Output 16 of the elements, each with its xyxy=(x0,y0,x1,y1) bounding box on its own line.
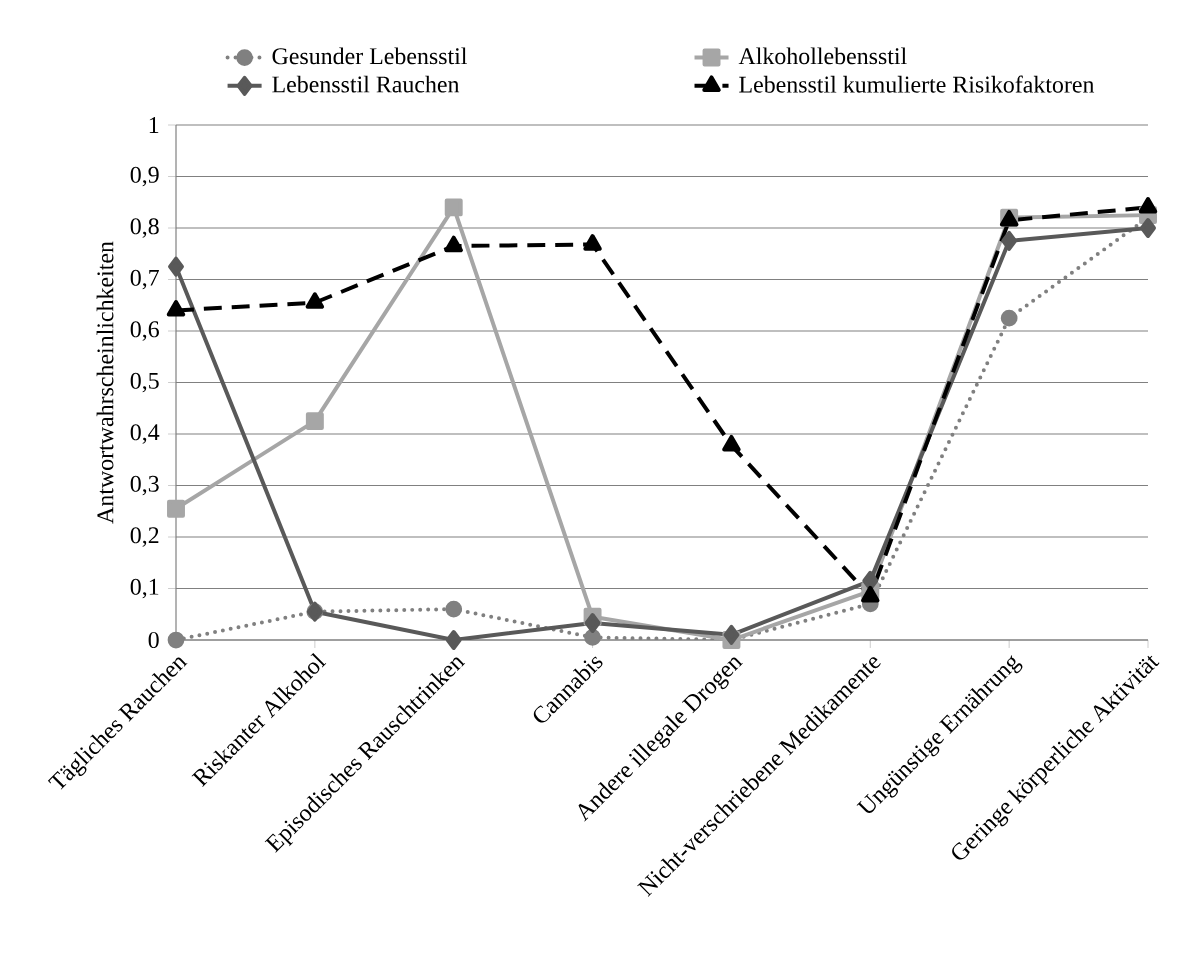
y-tick-label: 0,3 xyxy=(130,475,159,496)
y-tick-label: 1 xyxy=(149,117,159,133)
y-tick-label: 0,1 xyxy=(130,578,159,599)
y-tick-label: 0 xyxy=(148,631,159,649)
legend-label: Lebensstil kumulierte Risikofaktoren xyxy=(739,75,1095,93)
y-tick-label: 0,8 xyxy=(130,218,159,238)
y-tick-label: 0,2 xyxy=(130,527,159,547)
legend-label: Lebensstil Rauchen xyxy=(272,75,460,93)
y-tick-label: 0,9 xyxy=(130,166,159,187)
legend-label: Gesunder Lebensstil xyxy=(272,47,467,65)
y-tick-label: 0,6 xyxy=(130,321,159,341)
y-tick-label: 0,5 xyxy=(130,372,159,393)
y-axis-title: Antwortwahrscheinlichkeiten xyxy=(96,241,114,524)
y-tick-label: 0,4 xyxy=(130,424,160,444)
legend-label: Alkohollebensstil xyxy=(738,47,907,65)
y-tick-label: 0,7 xyxy=(130,269,159,290)
